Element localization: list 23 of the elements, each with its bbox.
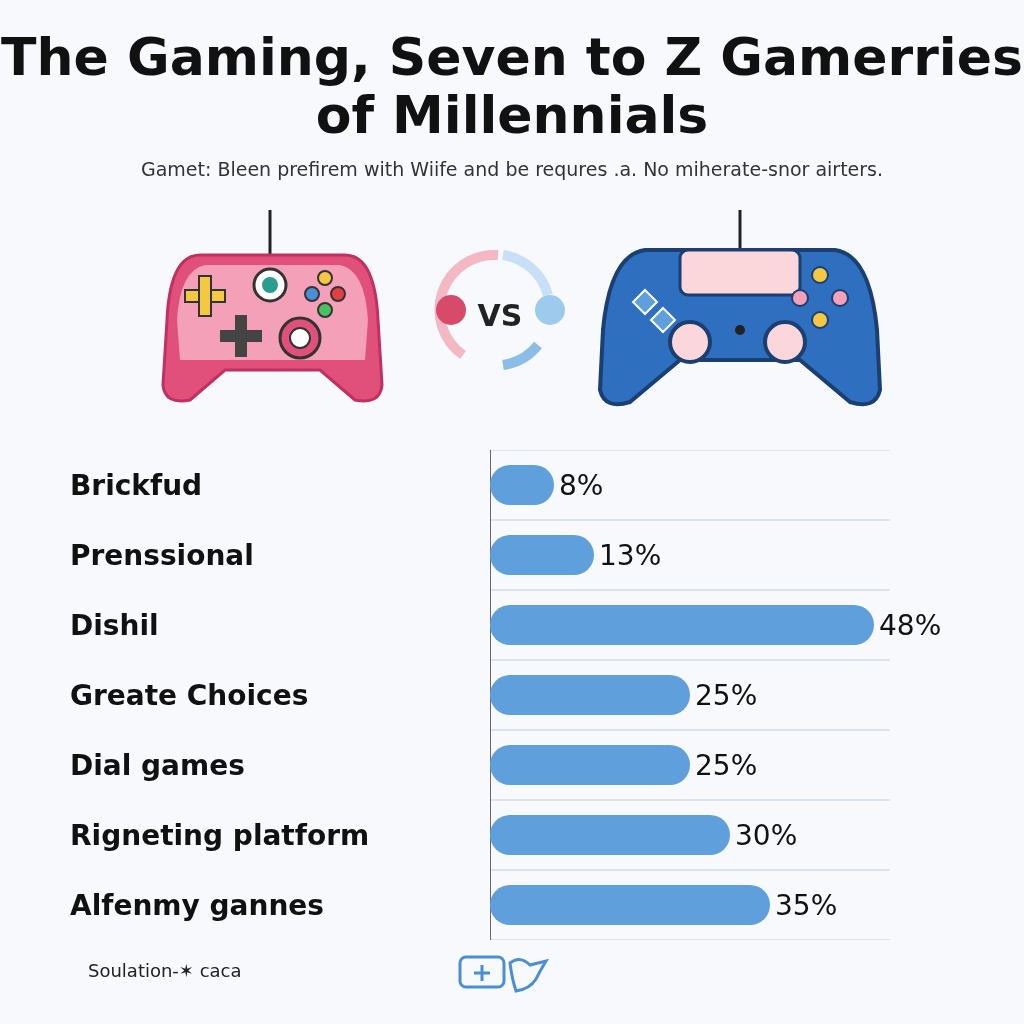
bar — [490, 745, 690, 785]
y-tick-label: Dishil — [70, 608, 159, 642]
data-label: 30% — [735, 818, 798, 852]
y-tick-label: Rigneting platform — [70, 818, 370, 852]
text: VS — [476, 298, 524, 333]
y-tick-label: Prenssional — [70, 538, 254, 572]
data-label: 13% — [599, 538, 662, 572]
y-tick-label: Alfenmy gannes — [70, 888, 325, 922]
data-label: 35% — [775, 888, 838, 922]
data-label: 25% — [695, 748, 758, 782]
bar — [490, 675, 690, 715]
bar — [490, 605, 874, 645]
bar — [490, 815, 730, 855]
y-tick-label: Greate Choices — [70, 678, 309, 712]
text: Soulation-✶ caca — [88, 960, 242, 981]
bar — [490, 885, 770, 925]
data-label: 25% — [695, 678, 758, 712]
y-tick-label: Dial games — [70, 748, 245, 782]
data-label: 8% — [559, 468, 604, 502]
chart-title: The Gaming, Seven to Z Gamerries of Millennials — [0, 27, 1024, 145]
data-label: 48% — [879, 608, 942, 642]
chart-subtitle: Gamet: Bleen prefirem with Wiife and be requres .a. No miherate-snor airters. — [139, 158, 885, 180]
y-tick-label: Brickfud — [70, 468, 203, 502]
